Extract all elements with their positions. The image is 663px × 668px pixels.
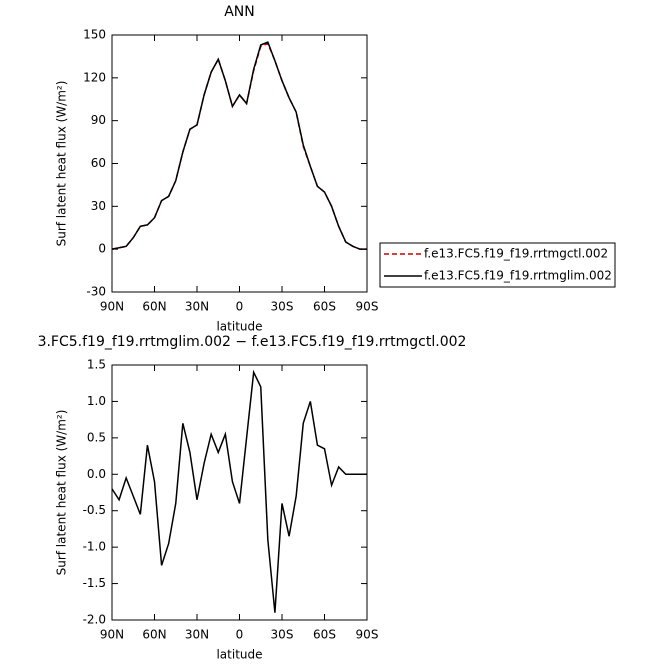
- x-tick-label: 60S: [313, 300, 336, 314]
- y-tick-label: 30: [91, 199, 106, 213]
- y-tick-label: -30: [86, 285, 106, 299]
- y-tick-label: -1.0: [83, 540, 106, 554]
- plot-frame: [111, 34, 368, 293]
- x-tick-label: 30S: [271, 628, 294, 642]
- y-tick-label: 60: [91, 156, 106, 170]
- y-tick-label: 0.0: [87, 467, 106, 481]
- y-tick-label: -2.0: [83, 613, 106, 627]
- y-tick-label: 120: [83, 70, 106, 84]
- x-tick-label: 30S: [271, 300, 294, 314]
- data-line: [111, 42, 367, 250]
- x-tick-label: 90S: [356, 300, 379, 314]
- x-tick-label: 90N: [100, 628, 124, 642]
- data-line: [111, 41, 367, 250]
- x-tick-label: 0: [236, 628, 244, 642]
- y-axis-label: Surf latent heat flux (W/m²): [55, 410, 69, 576]
- y-tick-label: -1.5: [83, 576, 106, 590]
- y-tick-label: 150: [83, 28, 106, 42]
- x-tick-label: 60S: [313, 628, 336, 642]
- y-tick-label: 1.0: [87, 394, 106, 408]
- y-tick-label: 1.5: [87, 358, 106, 372]
- x-tick-label: 0: [236, 300, 244, 314]
- x-tick-label: 90S: [356, 628, 379, 642]
- chart-title: ANN: [224, 4, 255, 20]
- data-line: [111, 369, 367, 613]
- x-axis-label: latitude: [216, 320, 262, 334]
- x-tick-label: 30N: [185, 628, 209, 642]
- legend-box: [379, 242, 616, 288]
- y-tick-label: 0.5: [87, 430, 106, 444]
- y-tick-label: 0: [98, 242, 106, 256]
- x-tick-label: 30N: [185, 300, 209, 314]
- x-tick-label: 60N: [142, 300, 166, 314]
- legend-label: f.e13.FC5.f19_f19.rrtmgctl.002: [424, 247, 608, 261]
- plot-frame: [111, 364, 368, 621]
- chart-title: 3.FC5.f19_f19.rrtmglim.002 − f.e13.FC5.f…: [38, 334, 467, 350]
- x-tick-label: 60N: [142, 628, 166, 642]
- x-tick-label: 90N: [100, 300, 124, 314]
- legend-label: f.e13.FC5.f19_f19.rrtmglim.002: [424, 269, 612, 283]
- y-tick-label: 90: [91, 113, 106, 127]
- y-tick-label: -0.5: [83, 503, 106, 517]
- y-axis-label: Surf latent heat flux (W/m²): [55, 81, 69, 247]
- x-axis-label: latitude: [216, 648, 262, 662]
